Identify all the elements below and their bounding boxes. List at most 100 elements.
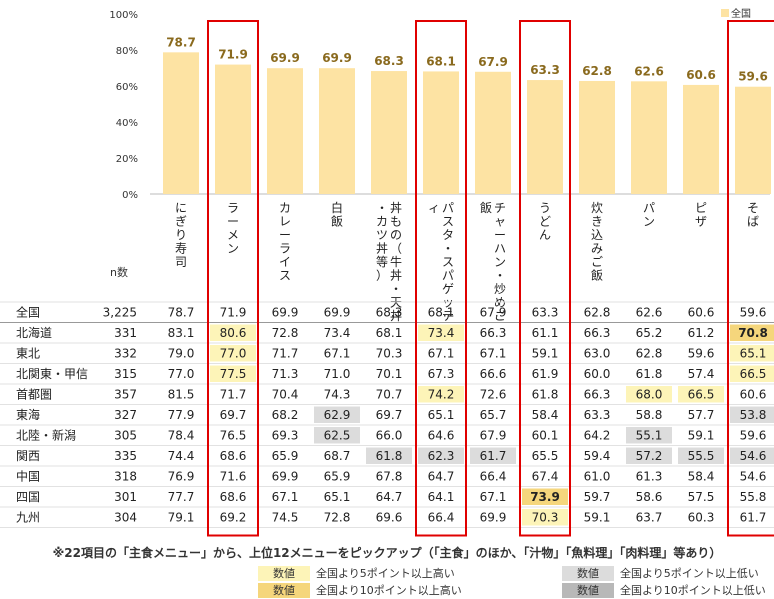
highlight-box — [207, 20, 259, 537]
table-cell: 60.0 — [584, 367, 611, 381]
table-cell: 70.8 — [738, 326, 768, 340]
table-cell: 57.2 — [636, 449, 663, 463]
bar-value-label: 69.9 — [322, 51, 352, 65]
table-cell: 62.6 — [636, 306, 663, 320]
n-value: 305 — [114, 429, 137, 443]
table-cell: 74.2 — [428, 388, 455, 402]
category-label: 丼もの（牛丼・天丼・カツ丼等） — [376, 201, 402, 323]
y-tick-label: 80% — [116, 46, 138, 57]
table-cell: 69.9 — [272, 306, 299, 320]
table-cell: 65.9 — [272, 449, 299, 463]
legend-low10: 数値 全国より10ポイント以上低い — [562, 582, 766, 598]
table-cell: 66.5 — [688, 388, 715, 402]
table-cell: 77.5 — [220, 367, 247, 381]
table-cell: 67.1 — [428, 347, 455, 361]
highlight-box — [519, 20, 571, 537]
table-cell: 81.5 — [168, 388, 195, 402]
bar-value-label: 62.6 — [634, 64, 664, 78]
legend-low10-label: 全国より10ポイント以上低い — [620, 584, 766, 597]
table-cell: 73.4 — [428, 326, 455, 340]
region-label: 四国 — [16, 490, 40, 504]
cell-highlight — [730, 406, 774, 423]
table-cell: 64.6 — [428, 429, 455, 443]
table-cell: 69.9 — [480, 511, 507, 525]
legend-low5: 数値 全国より5ポイント以上低い — [562, 565, 759, 581]
table-cell: 61.8 — [376, 449, 403, 463]
cell-highlight — [522, 509, 568, 526]
table-cell: 73.9 — [530, 490, 560, 504]
bar-value-label: 68.3 — [374, 54, 404, 68]
table-cell: 59.6 — [688, 347, 715, 361]
table-cell: 65.5 — [532, 449, 559, 463]
table-cell: 53.8 — [740, 408, 767, 422]
bar — [371, 71, 407, 194]
cell-highlight — [210, 365, 256, 382]
table-cell: 69.7 — [220, 408, 247, 422]
table-cell: 62.8 — [584, 306, 611, 320]
category-label: パン — [643, 201, 655, 229]
table-cell: 64.2 — [584, 429, 611, 443]
n-value: 3,225 — [103, 306, 137, 320]
table-cell: 61.1 — [532, 326, 559, 340]
table-cell: 62.9 — [324, 408, 351, 422]
region-label: 全国 — [16, 305, 40, 320]
cell-highlight — [522, 488, 568, 505]
table-cell: 77.9 — [168, 408, 195, 422]
table-cell: 76.9 — [168, 470, 195, 484]
cell-highlight — [470, 447, 516, 464]
table-cell: 57.4 — [688, 367, 715, 381]
table-cell: 68.3 — [376, 306, 403, 320]
table-cell: 67.1 — [480, 347, 507, 361]
table-cell: 68.6 — [220, 449, 247, 463]
bar-value-label: 67.9 — [478, 55, 508, 69]
n-value: 335 — [114, 449, 137, 463]
region-label: 中国 — [16, 469, 40, 484]
table-cell: 79.1 — [168, 511, 195, 525]
table-cell: 71.0 — [324, 367, 351, 381]
table-cell: 65.2 — [636, 326, 663, 340]
bar-value-label: 71.9 — [218, 48, 248, 62]
table-cell: 77.0 — [168, 367, 195, 381]
region-label: 九州 — [16, 511, 40, 525]
table-cell: 62.5 — [324, 429, 351, 443]
table-cell: 55.8 — [740, 490, 767, 504]
legend-low5-swatch: 数値 — [562, 565, 614, 581]
legend-high5: 数値 全国より5ポイント以上高い — [258, 565, 455, 581]
table-cell: 72.8 — [324, 511, 351, 525]
table-cell: 72.6 — [480, 388, 507, 402]
table-cell: 61.3 — [636, 470, 663, 484]
n-value: 315 — [114, 367, 137, 381]
table-cell: 64.1 — [428, 490, 455, 504]
table-cell: 66.4 — [480, 470, 507, 484]
bar — [579, 80, 615, 194]
n-label: n数 — [110, 266, 128, 279]
n-value: 357 — [114, 388, 137, 402]
table-cell: 70.7 — [376, 388, 403, 402]
table-cell: 72.8 — [272, 326, 299, 340]
table-cell: 67.1 — [480, 490, 507, 504]
table-cell: 69.9 — [324, 306, 351, 320]
cell-highlight — [730, 447, 774, 464]
table-cell: 54.6 — [740, 470, 767, 484]
bar-value-label: 63.3 — [530, 63, 560, 77]
table-cell: 59.1 — [688, 429, 715, 443]
n-value: 318 — [114, 470, 137, 484]
bar-value-label: 68.1 — [426, 54, 456, 68]
table-cell: 58.4 — [532, 408, 559, 422]
category-label: 炊き込みご飯 — [591, 201, 603, 283]
table-cell: 77.0 — [220, 347, 247, 361]
table-cell: 66.3 — [480, 326, 507, 340]
cell-highlight — [418, 386, 464, 403]
table-cell: 83.1 — [168, 326, 195, 340]
bar — [735, 86, 771, 194]
table-cell: 68.7 — [324, 449, 351, 463]
table-cell: 61.9 — [532, 367, 559, 381]
cell-highlight — [210, 345, 256, 362]
category-label: チャーハン・炒めご飯 — [480, 200, 506, 323]
table-cell: 59.7 — [584, 490, 611, 504]
table-cell: 71.3 — [272, 367, 299, 381]
bar — [423, 71, 459, 194]
category-label: ラーメン — [227, 201, 239, 256]
category-label: そば — [747, 201, 759, 229]
table-cell: 67.4 — [532, 470, 559, 484]
